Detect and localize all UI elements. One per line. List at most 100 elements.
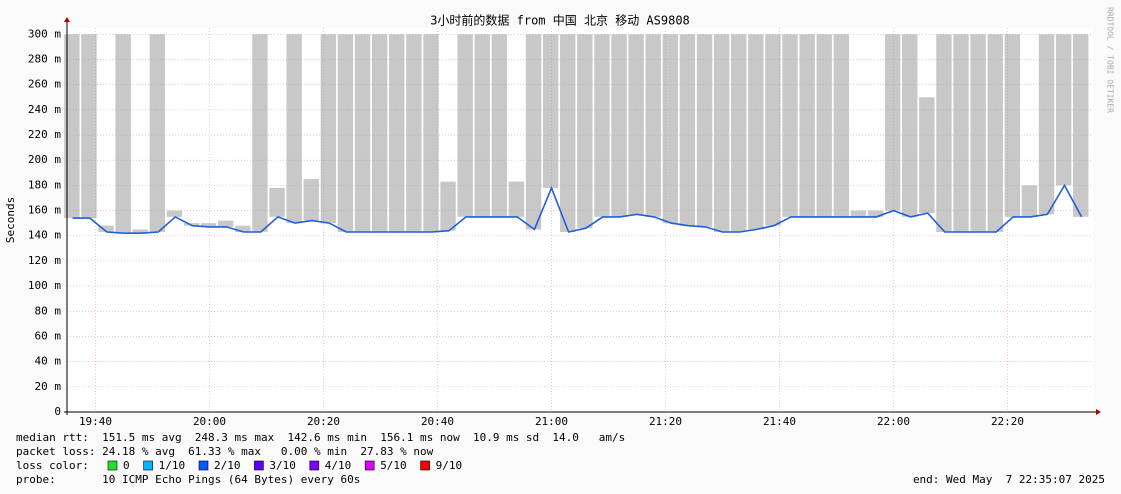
smoke-band xyxy=(628,34,644,215)
smoke-band xyxy=(679,34,696,226)
smoke-band xyxy=(474,34,490,217)
smoke-band xyxy=(748,34,764,230)
legend-swatch xyxy=(254,460,264,471)
smoke-band xyxy=(662,34,679,224)
legend-title: loss color: xyxy=(16,459,89,472)
smoke-band xyxy=(611,34,627,217)
legend-swatch xyxy=(107,460,118,471)
smoke-band xyxy=(713,34,730,232)
smoke-band xyxy=(1004,34,1021,217)
y-tick-label: 20 m xyxy=(35,380,62,393)
legend-label: 0 xyxy=(123,459,130,472)
smoke-band xyxy=(867,210,884,217)
smoke-band xyxy=(64,34,80,219)
smoke-band xyxy=(235,225,251,232)
legend-swatch xyxy=(420,460,430,471)
y-tick-label: 260 m xyxy=(28,78,61,91)
y-tick-label: 220 m xyxy=(28,128,61,141)
smoke-band xyxy=(166,210,183,217)
smoke-band xyxy=(252,34,268,232)
smoke-band xyxy=(440,181,456,231)
median-line xyxy=(72,183,1083,234)
probe-info: probe: 10 ICMP Echo Pings (64 Bytes) eve… xyxy=(16,473,360,486)
smoke-band xyxy=(406,34,422,232)
y-tick-label: 140 m xyxy=(28,229,61,242)
legend-label: 2/10 xyxy=(214,459,241,472)
smoke-band xyxy=(337,34,354,232)
smoke-band xyxy=(269,187,285,217)
x-tick-label: 21:40 xyxy=(763,415,796,428)
x-tick-label: 21:20 xyxy=(649,415,682,428)
y-tick-label: 200 m xyxy=(28,153,61,166)
y-tick-label: 280 m xyxy=(28,52,61,65)
end-time: end: Wed May 7 22:35:07 2025 xyxy=(913,473,1105,486)
x-tick-label: 22:00 xyxy=(877,415,910,428)
y-tick-label: 180 m xyxy=(28,178,61,191)
smoke-band xyxy=(970,34,986,232)
smoke-band xyxy=(936,34,952,232)
smoke-band xyxy=(577,34,593,229)
smoke-band xyxy=(919,97,935,214)
smoke-band xyxy=(423,34,439,232)
smoke-band xyxy=(884,34,901,211)
smoke-band xyxy=(542,34,559,188)
x-tick-label: 19:40 xyxy=(79,415,112,428)
smoke-band xyxy=(218,220,234,227)
smoke-band xyxy=(81,34,97,219)
smoke-band xyxy=(132,229,148,234)
smoke-band xyxy=(953,34,969,232)
y-tick-label: 240 m xyxy=(28,103,61,116)
legend-swatch xyxy=(198,460,209,471)
smoke-band xyxy=(457,34,473,217)
axis-arrow xyxy=(64,17,70,22)
x-tick-label: 21:00 xyxy=(535,415,568,428)
x-tick-label: 20:20 xyxy=(307,415,340,428)
x-tick-label: 22:20 xyxy=(991,415,1024,428)
smoke-band xyxy=(115,34,131,234)
smoke-band xyxy=(1073,34,1089,217)
smoke-band xyxy=(1038,34,1055,215)
chart-title: 3小时前的数据 from 中国 北京 移动 AS9808 xyxy=(430,13,690,28)
smoke-band xyxy=(594,34,610,217)
smoke-band xyxy=(98,225,114,232)
smoke-band xyxy=(902,34,918,217)
y-tick-label: 60 m xyxy=(35,329,62,342)
y-tick-label: 120 m xyxy=(28,254,61,267)
smoke-band xyxy=(491,34,508,217)
y-tick-label: 100 m xyxy=(28,279,61,292)
smoke-band xyxy=(389,34,405,232)
legend-swatch xyxy=(309,460,320,471)
stats-line: median rtt: 151.5 ms avg 248.3 ms max 14… xyxy=(16,431,625,444)
smoke-band xyxy=(200,223,217,227)
smoke-band xyxy=(354,34,371,232)
watermark: RRDTOOL / TOBI OETIKER xyxy=(1106,7,1115,113)
smoke-band xyxy=(799,34,815,217)
y-axis-label: Seconds xyxy=(4,197,17,243)
x-tick-label: 20:40 xyxy=(421,415,454,428)
smoke-band xyxy=(645,34,661,217)
smoke-band xyxy=(816,34,832,217)
smoke-band xyxy=(765,34,781,226)
smoke-band xyxy=(1021,185,1038,217)
smoke-band xyxy=(286,34,302,224)
y-tick-label: 160 m xyxy=(28,204,61,217)
y-tick-label: 0 xyxy=(54,405,61,418)
legend-swatch xyxy=(143,460,153,471)
smoke-band xyxy=(303,179,319,221)
smoke-band xyxy=(731,34,747,232)
legend-label: 3/10 xyxy=(269,459,296,472)
smoke-band xyxy=(987,34,1003,232)
legend-label: 1/10 xyxy=(159,459,186,472)
x-tick-label: 20:00 xyxy=(193,415,226,428)
smoke-band xyxy=(560,34,576,232)
y-tick-label: 80 m xyxy=(35,304,62,317)
smoke-band xyxy=(371,34,388,232)
legend-label: 9/10 xyxy=(436,459,463,472)
y-tick-label: 300 m xyxy=(28,27,61,40)
smoke-band xyxy=(320,34,337,224)
legend-label: 4/10 xyxy=(325,459,352,472)
legend-label: 5/10 xyxy=(380,459,407,472)
smoke-band xyxy=(782,34,798,217)
smoke-band xyxy=(850,210,867,217)
